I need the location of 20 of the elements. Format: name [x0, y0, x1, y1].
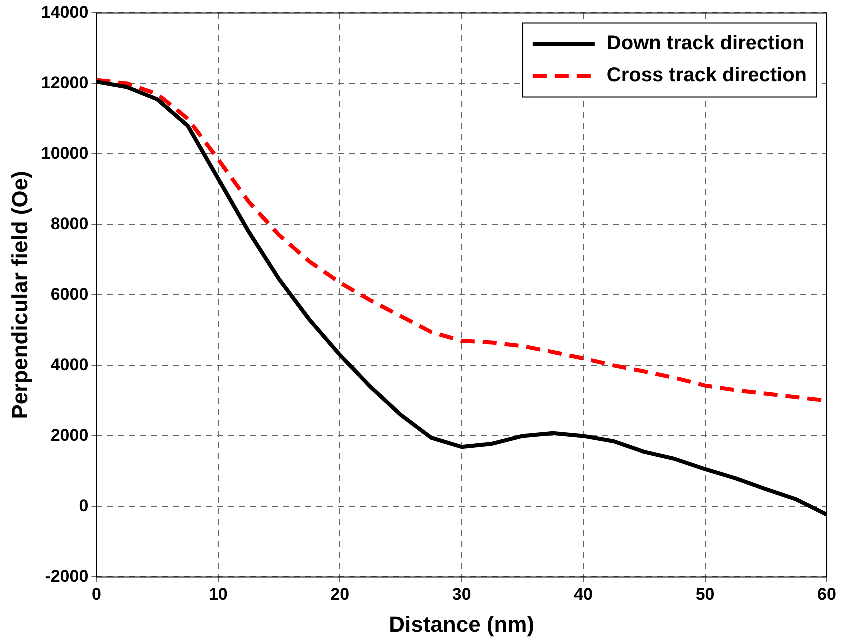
y-tick-label: 12000 [41, 73, 89, 92]
legend-label: Cross track direction [606, 64, 808, 87]
x-tick-label: 10 [208, 585, 228, 604]
y-tick-label: 6000 [50, 284, 89, 304]
y-tick-label: -2000 [45, 566, 89, 586]
x-tick-label: 40 [574, 585, 594, 604]
y-tick-label: 4000 [50, 355, 89, 374]
x-tick-label: 60 [818, 585, 836, 604]
y-tick-label: 2000 [50, 426, 89, 445]
legend-label: Down track direction [606, 32, 805, 55]
x-tick-label: 20 [330, 585, 350, 604]
y-tick-label: 10000 [41, 144, 89, 163]
y-tick-label: 8000 [50, 214, 89, 234]
y-tick-label: 0 [79, 496, 89, 516]
y-axis-title: Perpendicular field (Oe) [7, 171, 32, 420]
x-tick-label: 0 [92, 585, 102, 604]
x-tick-label: 30 [452, 585, 472, 604]
x-axis-title: Distance (nm) [389, 612, 535, 637]
x-tick-label: 50 [696, 585, 715, 604]
y-tick-label: 14000 [41, 2, 89, 22]
